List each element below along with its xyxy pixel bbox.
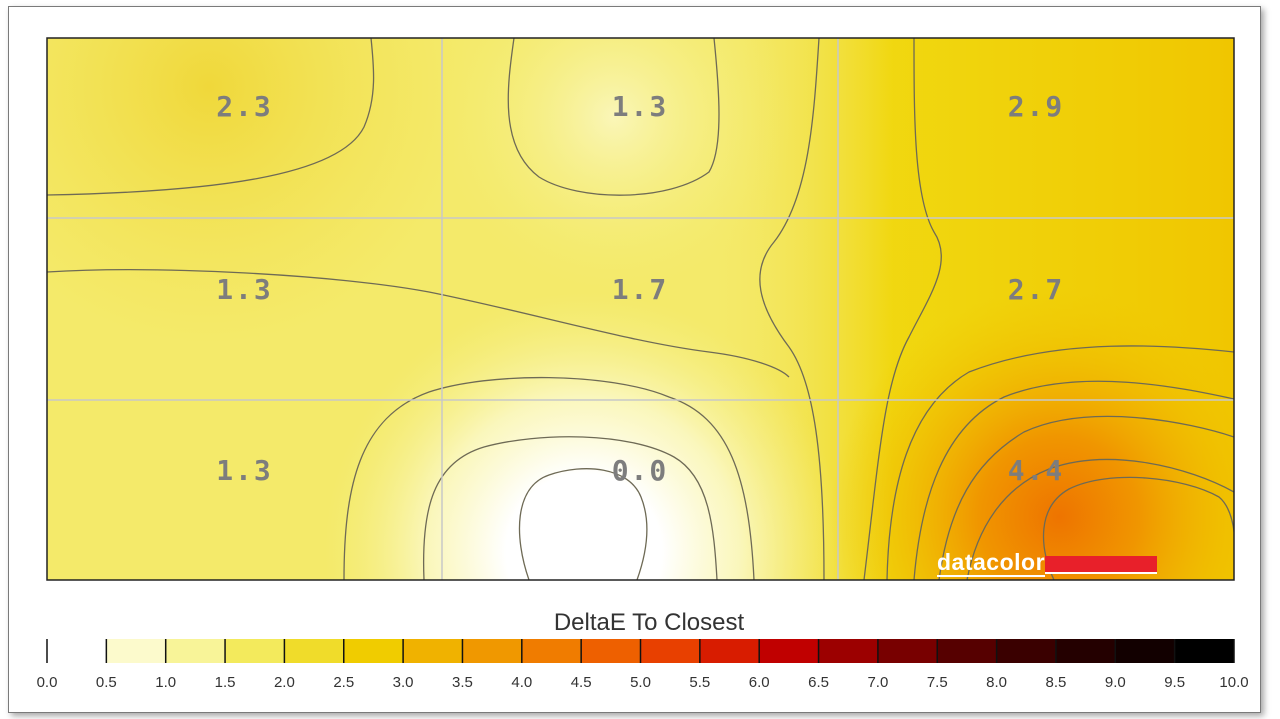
colorbar-tick-label: 4.5 — [571, 674, 592, 691]
cell-value-r2-c1: 0.0 — [612, 454, 669, 487]
colorbar-tick-label: 10.0 — [1219, 674, 1248, 691]
chart-frame: 2.3 1.3 2.9 1.3 1.7 2.7 1.3 0.0 4.4 0.0 0.5 1.0 1.5… — [8, 6, 1261, 713]
cell-value-r1-c1: 1.7 — [612, 273, 669, 306]
colorbar-segment — [403, 639, 463, 663]
color-scale-ticks: 0.0 0.5 1.0 1.5 2.0 2.5 3.0 3.5 4.0 4.5 5.0 5.5 6.0 6… — [37, 674, 1249, 691]
colorbar-tick-label: 9.0 — [1105, 674, 1126, 691]
cell-value-r0-c2: 2.9 — [1008, 90, 1065, 123]
datacolor-logo: datacolor — [937, 547, 1158, 579]
cell-value-r0-c0: 2.3 — [216, 90, 273, 123]
plot-border — [46, 37, 1235, 581]
colorbar-tick-label: 8.5 — [1046, 674, 1067, 691]
colorbar-segment — [462, 639, 523, 663]
cell-value-labels: 2.3 1.3 2.9 1.3 1.7 2.7 1.3 0.0 4.4 — [216, 90, 1065, 487]
colorbar-tick-label: 8.0 — [986, 674, 1007, 691]
colorbar-tick-label: 0.5 — [96, 674, 117, 691]
logo-wordmark: datacolor — [937, 549, 1046, 577]
colorbar-segment — [818, 639, 879, 663]
logo-red-bar — [1045, 556, 1158, 574]
colorbar-segment — [1174, 639, 1235, 663]
colorbar-tick-label: 6.5 — [808, 674, 829, 691]
colorbar-segment — [877, 639, 938, 663]
cell-value-r1-c2: 2.7 — [1008, 273, 1065, 306]
colorbar-tick-label: 9.5 — [1164, 674, 1185, 691]
colorbar-tick-label: 0.0 — [37, 674, 58, 691]
cell-value-r2-c0: 1.3 — [216, 454, 273, 487]
colorbar-segment — [284, 639, 345, 663]
colorbar-segment — [699, 639, 760, 663]
colorbar-segment — [937, 639, 998, 663]
colorbar-segment — [1115, 639, 1176, 663]
colorbar-segment — [759, 639, 820, 663]
heatmap-chart: 2.3 1.3 2.9 1.3 1.7 2.7 1.3 0.0 4.4 0.0 0.5 1.0 1.5… — [37, 37, 1249, 691]
colorbar-title: DeltaE To Closest — [553, 609, 745, 636]
colorbar-tick-label: 2.0 — [274, 674, 295, 691]
colorbar-segment — [47, 639, 107, 663]
cell-value-r2-c2: 4.4 — [1008, 454, 1065, 487]
colorbar-segment — [581, 639, 641, 663]
colorbar-segment — [165, 639, 226, 663]
grid-lines — [47, 38, 1234, 580]
colorbar-segment — [225, 639, 285, 663]
colorbar-segment — [106, 639, 167, 663]
colorbar-segment — [343, 639, 404, 663]
cell-value-r0-c1: 1.3 — [612, 90, 669, 123]
colorbar-tick-label: 1.0 — [155, 674, 176, 691]
colorbar-segment — [640, 639, 701, 663]
color-scale-bar — [46, 639, 1235, 663]
colorbar-tick-label: 2.5 — [333, 674, 354, 691]
colorbar-tick-label: 3.5 — [452, 674, 473, 691]
colorbar-tick-label: 1.5 — [215, 674, 236, 691]
colorbar-tick-label: 6.0 — [749, 674, 770, 691]
colorbar-tick-label: 4.0 — [511, 674, 532, 691]
colorbar-segment — [996, 639, 1057, 663]
colorbar-segment — [1055, 639, 1116, 663]
colorbar-tick-label: 5.5 — [689, 674, 710, 691]
colorbar-tick-label: 3.0 — [393, 674, 414, 691]
colorbar-segment — [521, 639, 582, 663]
colorbar-tick-label: 7.5 — [927, 674, 948, 691]
cell-value-r1-c0: 1.3 — [216, 273, 273, 306]
contour-lines — [47, 38, 1234, 580]
colorbar-tick-label: 7.0 — [867, 674, 888, 691]
colorbar-tick-label: 5.0 — [630, 674, 651, 691]
